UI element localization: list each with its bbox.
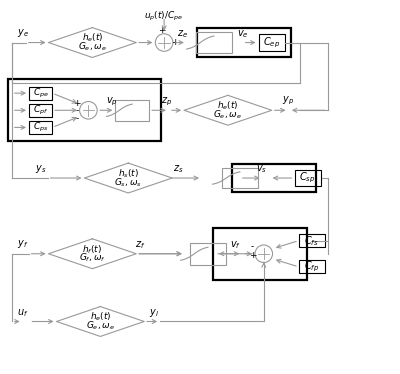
- Bar: [196, 31, 232, 53]
- Text: $v_p$: $v_p$: [106, 95, 117, 108]
- Bar: [295, 171, 320, 186]
- Text: $C_{ps}$: $C_{ps}$: [33, 121, 48, 134]
- Bar: [259, 34, 285, 51]
- Text: $h_s(t)$: $h_s(t)$: [118, 168, 139, 180]
- Bar: [29, 121, 52, 134]
- Text: -: -: [251, 242, 254, 251]
- Text: $v_s$: $v_s$: [256, 163, 267, 175]
- Bar: [115, 100, 149, 121]
- Text: $y_e$: $y_e$: [17, 27, 28, 39]
- Text: $h_e(t)$: $h_e(t)$: [217, 99, 239, 112]
- Text: $C_{fs}$: $C_{fs}$: [304, 234, 319, 248]
- Text: $z_f$: $z_f$: [135, 239, 146, 251]
- Bar: [197, 28, 291, 57]
- Bar: [190, 243, 226, 265]
- Text: $C_{sp}$: $C_{sp}$: [300, 171, 316, 185]
- Text: $z_e$: $z_e$: [176, 29, 188, 40]
- Text: $h_f(t)$: $h_f(t)$: [82, 243, 102, 255]
- Text: $C_{ep}$: $C_{ep}$: [263, 35, 280, 50]
- Text: $h_e(t)$: $h_e(t)$: [82, 32, 103, 45]
- Bar: [299, 234, 324, 247]
- Text: $C_{pe}$: $C_{pe}$: [32, 87, 48, 100]
- Text: $y_s$: $y_s$: [35, 163, 46, 175]
- Text: $y_f$: $y_f$: [17, 238, 28, 250]
- Text: +: +: [171, 38, 178, 47]
- Bar: [222, 168, 258, 188]
- Text: $G_e, \omega_e$: $G_e, \omega_e$: [86, 320, 115, 332]
- Bar: [29, 104, 52, 117]
- Text: $G_e, \omega_e$: $G_e, \omega_e$: [78, 41, 107, 53]
- Bar: [299, 260, 324, 273]
- Text: $h_e(t)$: $h_e(t)$: [90, 311, 111, 324]
- Text: $C_{pf}$: $C_{pf}$: [33, 104, 48, 117]
- Text: $z_s$: $z_s$: [173, 163, 183, 175]
- Bar: [213, 228, 307, 280]
- Bar: [8, 79, 161, 141]
- Text: $y_l$: $y_l$: [149, 307, 159, 319]
- Bar: [29, 86, 52, 100]
- Text: -: -: [76, 114, 79, 123]
- Text: $y_p$: $y_p$: [282, 94, 294, 107]
- Text: +: +: [249, 251, 256, 260]
- Text: $G_e, \omega_e$: $G_e, \omega_e$: [214, 108, 242, 121]
- Text: $G_f, \omega_f$: $G_f, \omega_f$: [79, 252, 106, 264]
- Text: $G_s, \omega_s$: $G_s, \omega_s$: [114, 176, 142, 188]
- Text: -: -: [76, 107, 79, 116]
- Text: $C_{fp}$: $C_{fp}$: [304, 260, 319, 274]
- Text: $z_p$: $z_p$: [160, 95, 172, 108]
- Text: +: +: [158, 26, 165, 35]
- Text: $v_f$: $v_f$: [230, 239, 240, 251]
- Text: $u_p(t)/C_{pe}$: $u_p(t)/C_{pe}$: [144, 10, 184, 23]
- Text: +: +: [74, 99, 81, 108]
- Text: $v_e$: $v_e$: [237, 29, 249, 40]
- Bar: [232, 164, 316, 192]
- Text: $u_f$: $u_f$: [17, 307, 28, 319]
